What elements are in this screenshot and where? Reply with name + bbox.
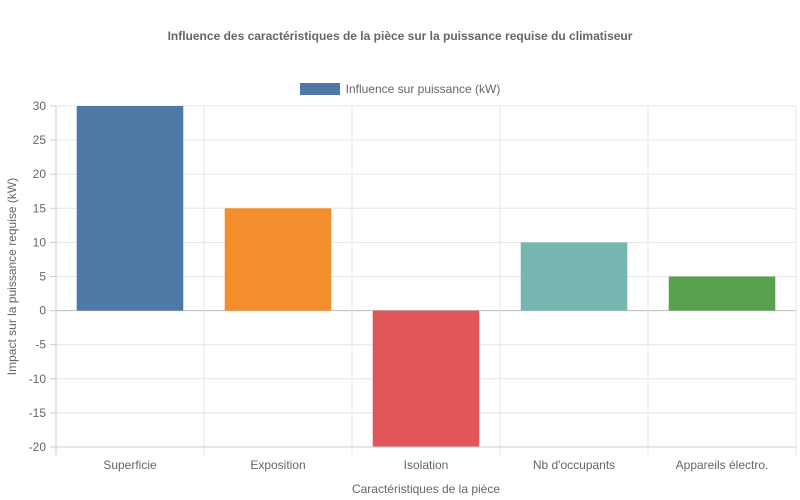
bar[interactable] [668,276,776,311]
y-tick-label: 0 [39,304,46,318]
x-tick-label: Appareils électro. [676,458,769,472]
axes [50,105,796,448]
x-tick-label: Nb d'occupants [533,458,615,472]
y-tick-label: -10 [29,372,47,386]
y-tick-label: 5 [39,270,46,284]
x-tick-label: Superficie [103,458,157,472]
y-tick-label: -5 [35,338,46,352]
y-tick-label: 25 [33,133,47,147]
legend[interactable]: Influence sur puissance (kW) [0,82,800,96]
y-tick-label: -15 [29,406,47,420]
tick-labels: 30 25 20 15 10 5 0 -5 -10 -15 -20 Superficie Exposit… [29,99,769,472]
x-tick-label: Exposition [250,458,305,472]
bar[interactable] [520,242,628,311]
x-tick-label: Isolation [404,458,449,472]
y-tick-label: 30 [33,99,47,113]
legend-label: Influence sur puissance (kW) [345,82,501,96]
bar[interactable] [76,106,184,311]
y-axis-title: Impact sur la puissance requise (kW) [5,178,19,375]
bar[interactable] [224,208,332,311]
bar[interactable] [372,310,480,447]
chart-title: Influence des caractéristiques de la piè… [167,29,633,43]
y-tick-label: 15 [33,201,47,215]
bars [76,106,776,447]
y-tick-label: 10 [33,235,47,249]
x-axis-title: Caractéristiques de la pièce [352,482,500,496]
legend-swatch [299,83,340,95]
y-tick-label: 20 [33,167,47,181]
y-tick-label: -20 [29,440,47,454]
